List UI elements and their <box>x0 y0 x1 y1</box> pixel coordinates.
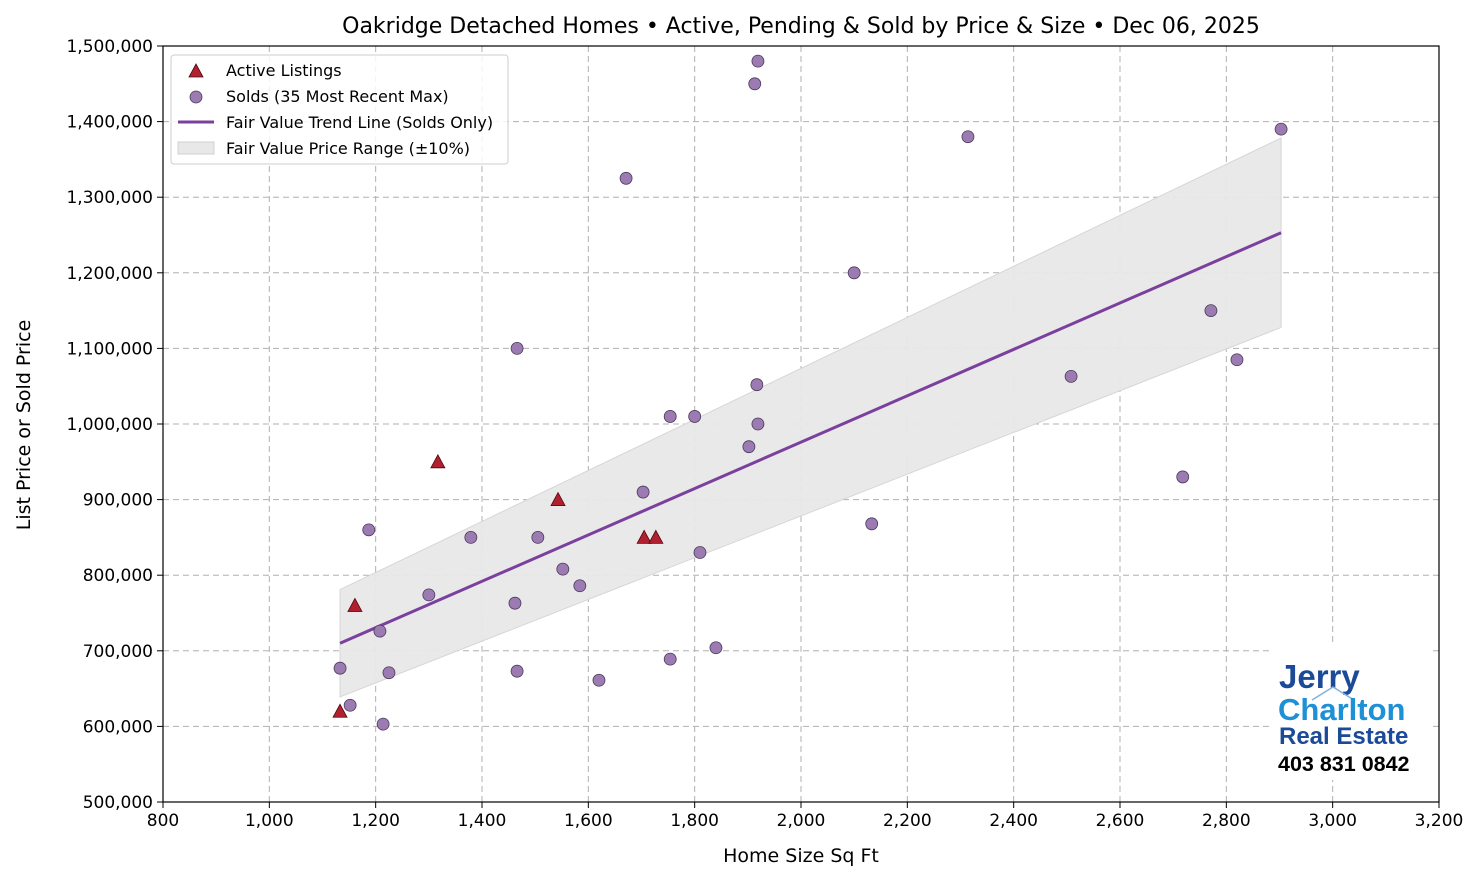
sold-point <box>663 410 677 423</box>
x-tick-label: 2,000 <box>777 811 826 831</box>
sold-point <box>1274 122 1288 136</box>
sold-point <box>961 130 975 144</box>
sold-point <box>750 378 764 392</box>
sold-point <box>1204 304 1218 318</box>
sold-point <box>382 666 396 680</box>
sold-point <box>1176 470 1190 484</box>
sold-point <box>865 517 879 531</box>
y-tick-label: 1,500,000 <box>66 37 153 57</box>
sold-point <box>847 266 861 280</box>
active-listing-point <box>550 491 566 507</box>
trend-line-segment <box>339 231 1282 645</box>
legend-circle-icon <box>189 90 203 104</box>
active-listing-point <box>347 597 363 612</box>
x-tick-label: 1,400 <box>458 811 507 831</box>
x-tick-label: 2,400 <box>989 811 1038 831</box>
sold-point <box>362 523 376 537</box>
y-tick-label: 700,000 <box>83 642 153 662</box>
sold-point <box>333 661 347 675</box>
x-tick-label: 1,800 <box>670 811 719 831</box>
y-tick-label: 1,300,000 <box>66 188 153 208</box>
logo-line2: Charlton <box>1278 692 1405 727</box>
x-tick-label: 2,800 <box>1202 811 1251 831</box>
x-tick-label: 1,600 <box>564 811 613 831</box>
sold-point <box>619 171 633 185</box>
sold-point <box>464 531 478 544</box>
sold-point <box>573 579 587 593</box>
x-tick-label: 3,000 <box>1308 811 1357 831</box>
logo-line1: Jerry <box>1279 658 1360 695</box>
sold-point <box>510 341 524 355</box>
sold-point <box>343 698 357 712</box>
active-listing-point <box>636 529 652 544</box>
y-tick-label: 1,400,000 <box>66 113 153 133</box>
legend-label: Fair Value Price Range (±10%) <box>226 139 470 158</box>
sold-point <box>709 641 723 655</box>
sold-point <box>556 562 570 576</box>
sold-point <box>1064 369 1078 383</box>
y-axis-label: List Price or Sold Price <box>13 320 35 531</box>
sold-point <box>663 652 677 666</box>
house-roof-icon <box>1311 686 1355 701</box>
active-listing-point <box>332 703 348 718</box>
y-tick-label: 500,000 <box>83 793 153 813</box>
y-axis: 500,000 600,000 700,000 800,000 900,000 1,000… <box>66 37 163 813</box>
x-axis: 800 1,000 1,200 1,400 1,600 1,800 2,000 2,200 2,… <box>147 802 1464 831</box>
logo-phone: 403 831 0842 <box>1278 752 1410 776</box>
sold-point <box>688 410 702 423</box>
fair-value-band-area <box>339 137 1282 698</box>
sold-point <box>751 54 765 68</box>
y-tick-label: 1,200,000 <box>66 264 153 284</box>
data-points <box>332 54 1288 731</box>
active-listing-point <box>430 453 446 469</box>
sold-point <box>693 546 707 559</box>
sold-point <box>1230 353 1244 367</box>
legend-label: Active Listings <box>226 61 342 80</box>
sold-point <box>742 440 756 454</box>
chart-title: Oakridge Detached Homes • Active, Pendin… <box>342 14 1260 39</box>
logo-line3: Real Estate <box>1279 723 1408 750</box>
legend-label: Solds (35 Most Recent Max) <box>226 87 449 106</box>
y-tick-label: 800,000 <box>83 566 153 586</box>
x-tick-label: 3,200 <box>1415 811 1464 831</box>
brand-logo: Jerry Charlton Real Estate 403 831 0842 <box>1270 645 1430 780</box>
x-tick-label: 800 <box>147 811 179 831</box>
sold-point <box>531 531 545 544</box>
sold-point <box>376 717 390 731</box>
sold-point <box>592 673 606 687</box>
trend-line <box>339 231 1282 645</box>
active-listing-point <box>648 529 664 544</box>
sold-point <box>510 664 524 678</box>
y-tick-label: 600,000 <box>83 717 153 737</box>
x-tick-label: 1,000 <box>245 811 294 831</box>
legend-triangle-icon <box>188 63 204 78</box>
sold-point <box>751 417 765 431</box>
sold-point <box>636 485 650 499</box>
fair-value-band <box>339 137 1282 698</box>
y-tick-label: 1,000,000 <box>66 415 153 435</box>
sold-point <box>373 624 387 638</box>
x-tick-label: 2,600 <box>1096 811 1145 831</box>
sold-point <box>748 77 762 91</box>
legend: Active Listings Solds (35 Most Recent Ma… <box>170 54 509 165</box>
sold-point <box>508 596 522 610</box>
sold-point <box>422 588 436 602</box>
x-axis-label: Home Size Sq Ft <box>723 845 879 867</box>
x-tick-label: 2,200 <box>883 811 932 831</box>
legend-label: Fair Value Trend Line (Solds Only) <box>226 113 493 132</box>
x-tick-label: 1,200 <box>351 811 400 831</box>
legend-band-icon <box>177 141 215 155</box>
y-tick-label: 900,000 <box>83 491 153 511</box>
y-tick-label: 1,100,000 <box>66 339 153 359</box>
